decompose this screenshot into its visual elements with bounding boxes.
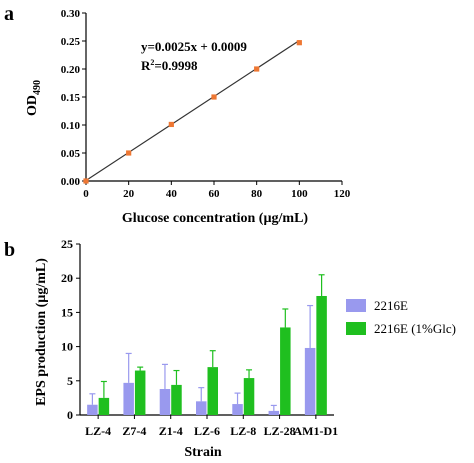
bar <box>159 389 171 415</box>
y-axis-label-b: EPS production (µg/mL) <box>34 258 49 406</box>
bar <box>87 404 98 415</box>
data-point <box>168 121 174 128</box>
category-label: Z7-4 <box>122 424 146 438</box>
y-tick-label-b: 0 <box>67 408 73 422</box>
legend-swatch <box>346 299 366 312</box>
y-tick-label-a: 0.10 <box>61 120 81 132</box>
x-tick-label-a: 60 <box>209 188 221 200</box>
bar <box>243 378 255 415</box>
x-tick-label-a: 0 <box>83 188 89 200</box>
category-label: LZ-4 <box>85 424 111 438</box>
y-tick-label-a: 0.15 <box>61 92 81 104</box>
y-tick-label-a: 0.30 <box>61 8 81 20</box>
panel-label-b: b <box>4 239 15 261</box>
legend-label: 2216E (1%Glc) <box>374 321 456 336</box>
bar <box>171 384 182 415</box>
bar <box>316 295 327 415</box>
x-tick-label-a: 120 <box>334 188 351 200</box>
panel-label-a: a <box>4 3 14 25</box>
y-tick-label-b: 5 <box>67 374 73 388</box>
bar <box>232 404 243 415</box>
r-squared: R2=0.9998 <box>141 58 198 73</box>
y-tick-label-b: 10 <box>61 340 73 354</box>
calibration-chart: y=0.0025x + 0.0009 R2=0.9998 Glucose con… <box>25 8 351 226</box>
fit-line <box>85 39 300 181</box>
bar <box>134 370 146 415</box>
data-point <box>126 150 132 156</box>
legend: 2216E 2216E (1%Glc) <box>346 298 456 336</box>
category-label: Z1-4 <box>159 424 183 438</box>
bar <box>268 410 280 415</box>
category-label: AM1-D1 <box>294 424 339 438</box>
x-axis-label-a: Glucose concentration (µg/mL) <box>122 211 308 226</box>
y-tick-label-a: 0.05 <box>61 148 81 160</box>
category-label: LZ-6 <box>194 424 220 438</box>
y-tick-label-b: 25 <box>61 237 73 251</box>
data-point <box>254 66 260 72</box>
y-tick-label-a: 0.00 <box>61 176 81 188</box>
category-label: LZ-28 <box>264 424 296 438</box>
bar <box>196 401 207 415</box>
x-tick-label-a: 20 <box>123 188 135 200</box>
x-axis-label-b: Strain <box>184 445 222 460</box>
y-tick-label-a: 0.25 <box>61 36 81 48</box>
x-tick-label-a: 100 <box>291 188 308 200</box>
y-tick-label-a: 0.20 <box>61 64 81 76</box>
x-tick-label-a: 80 <box>251 188 263 200</box>
legend-swatch <box>346 322 366 335</box>
y-tick-label-b: 20 <box>61 271 73 285</box>
eps-bar-chart: EPS production (µg/mL) Strain 0 5 10 15 20 25… <box>34 237 338 460</box>
y-axis-label-a: OD490 <box>25 80 43 116</box>
y-tick-label-b: 15 <box>61 305 73 319</box>
bar <box>304 347 316 415</box>
bar <box>123 382 134 415</box>
category-label: LZ-8 <box>230 424 256 438</box>
fit-equation: y=0.0025x + 0.0009 <box>141 39 247 54</box>
data-point <box>211 94 217 100</box>
x-tick-label-a: 40 <box>166 188 178 200</box>
bar <box>280 327 291 415</box>
data-point <box>296 40 302 46</box>
bar <box>98 397 110 415</box>
bar <box>207 367 218 415</box>
data-point <box>83 178 89 184</box>
legend-label: 2216E <box>374 298 408 313</box>
